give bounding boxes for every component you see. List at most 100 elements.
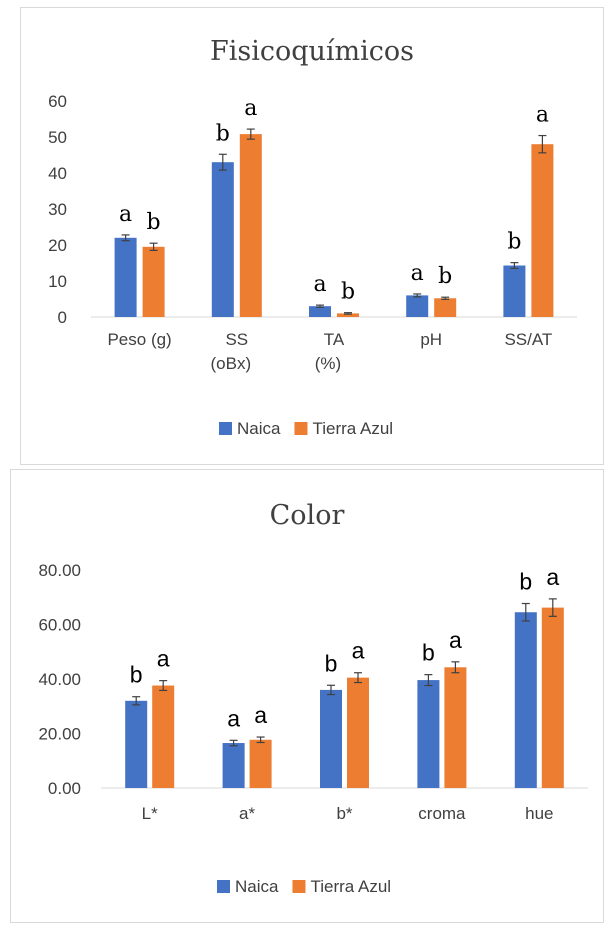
significance-letter: a <box>227 705 240 731</box>
significance-letter: a <box>313 272 326 297</box>
significance-letter: a <box>449 627 462 653</box>
x-tick-label: SS (oBx) <box>210 330 251 373</box>
y-tick-label: 10 <box>48 272 67 291</box>
significance-letter: a <box>411 261 424 286</box>
significance-letter: b <box>507 230 521 255</box>
bar-tierra-azul <box>142 246 165 317</box>
bar-naica <box>514 612 537 788</box>
y-tick-label: 20.00 <box>38 725 81 744</box>
error-bar <box>132 696 141 706</box>
significance-letter: b <box>325 650 338 676</box>
error-bar <box>218 153 227 171</box>
legend-item-tierra-azul: Tierra Azul <box>292 877 391 896</box>
x-tick-label: pH <box>420 330 442 349</box>
error-bar <box>121 234 130 242</box>
error-bar <box>229 739 238 747</box>
x-tick-label: a* <box>239 804 255 823</box>
error-bar <box>149 242 158 251</box>
chart-color: Color 0.00 20.00 40.00 60.00 80.00 b a L* a a a* b a… <box>10 469 604 923</box>
y-tick-label: 50 <box>48 128 67 147</box>
significance-letter: b <box>519 569 532 595</box>
legend-item-naica: Naica <box>217 877 279 896</box>
x-tick-label: croma <box>418 804 466 823</box>
legend-swatch <box>219 422 232 435</box>
x-tick-label: Peso (g) <box>107 330 171 349</box>
y-tick-label: 40 <box>48 164 67 183</box>
bar-naica <box>406 295 429 317</box>
significance-letter: b <box>216 121 230 146</box>
bar-tierra-azul <box>541 607 564 788</box>
legend-label: Tierra Azul <box>310 877 391 896</box>
legend-label: Naica <box>237 419 281 438</box>
significance-letter: b <box>147 210 161 235</box>
error-bar <box>521 602 530 622</box>
bar-naica <box>114 237 137 317</box>
legend-label: Naica <box>235 877 279 896</box>
legend-swatch <box>294 422 308 435</box>
bar-naica <box>222 743 245 788</box>
significance-letter: a <box>244 96 257 121</box>
error-bar <box>354 672 362 684</box>
y-tick-label: 80.00 <box>38 561 81 580</box>
y-tick-label: 0.00 <box>48 779 81 798</box>
significance-letter: a <box>119 202 132 227</box>
chart-fisicoquimicos: Fisicoquímicos 0 10 20 30 40 50 60 a b Peso (g) b a… <box>20 7 604 465</box>
bar-tierra-azul <box>444 667 467 788</box>
significance-letter: a <box>352 638 365 664</box>
legend-label: Tierra Azul <box>312 419 393 438</box>
error-bar <box>441 296 450 300</box>
bar-tierra-azul <box>152 685 175 788</box>
error-bar <box>510 262 519 269</box>
bar-tierra-azul <box>531 144 554 317</box>
error-bar <box>256 736 265 744</box>
error-bar <box>159 680 168 692</box>
error-bar <box>316 304 324 308</box>
significance-letter: a <box>546 564 559 590</box>
x-tick-label: hue <box>525 804 553 823</box>
error-bar <box>246 128 255 140</box>
legend-swatch <box>292 880 306 893</box>
x-tick-label: b* <box>336 804 352 823</box>
significance-letter: a <box>254 702 267 728</box>
bar-naica <box>211 162 234 317</box>
legend-item-naica: Naica <box>219 419 281 438</box>
bar-tierra-azul <box>249 739 272 788</box>
y-tick-label: 60.00 <box>38 616 81 635</box>
bar-naica <box>125 700 148 788</box>
significance-letter: b <box>130 662 143 688</box>
x-tick-label: SS/AT <box>504 330 552 349</box>
significance-letter: b <box>422 640 435 666</box>
bar-tierra-azul <box>347 677 369 788</box>
bar-naica <box>320 689 342 788</box>
y-tick-label: 30 <box>48 200 67 219</box>
error-bar <box>451 661 460 674</box>
y-tick-label: 0 <box>58 308 67 327</box>
bar-tierra-azul <box>337 313 359 317</box>
chart-title: Color <box>270 500 345 531</box>
significance-letter: b <box>341 280 355 305</box>
error-bar <box>344 312 352 315</box>
error-bar <box>327 684 335 696</box>
error-bar <box>413 293 422 298</box>
y-tick-label: 60 <box>48 92 67 111</box>
y-tick-label: 20 <box>48 236 67 255</box>
bar-tierra-azul <box>434 298 457 317</box>
significance-letter: a <box>157 646 170 672</box>
error-bar <box>548 598 557 617</box>
chart-title: Fisicoquímicos <box>210 36 414 67</box>
bar-naica <box>309 306 331 317</box>
significance-letter: b <box>438 264 452 289</box>
legend-item-tierra-azul: Tierra Azul <box>294 419 393 438</box>
legend-swatch <box>217 880 230 893</box>
x-tick-label: TA (%) <box>315 330 345 373</box>
bar-tierra-azul <box>239 134 262 317</box>
error-bar <box>538 134 547 154</box>
y-tick-label: 40.00 <box>38 670 81 689</box>
significance-letter: a <box>536 103 549 128</box>
error-bar <box>424 674 433 687</box>
x-tick-label: L* <box>142 804 158 823</box>
bar-naica <box>503 265 526 317</box>
bar-naica <box>417 680 440 788</box>
